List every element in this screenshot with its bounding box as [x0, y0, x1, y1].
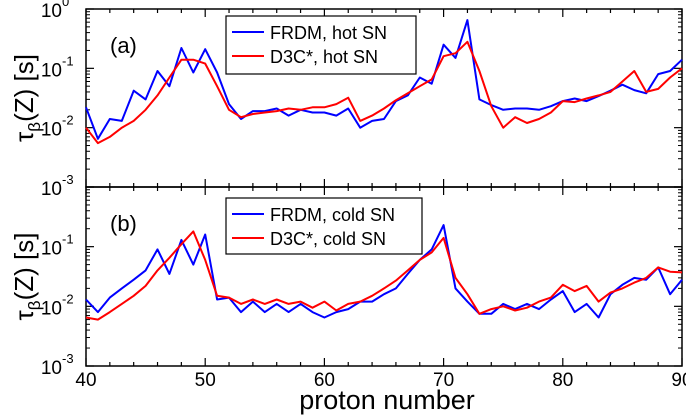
y-tick-label: 100	[41, 0, 69, 22]
y-tick-exponent: 0	[62, 0, 69, 9]
x-axis-label: proton number	[299, 385, 475, 415]
panel-label: (a)	[110, 33, 137, 58]
x-tick-label: 60	[314, 370, 335, 391]
legend-label: FRDM, hot SN	[270, 23, 387, 43]
y-axis-label-rest: (Z) [s]	[9, 54, 39, 122]
y-axis-label: τβ(Z) [s]	[9, 54, 44, 142]
series-line	[85, 230, 683, 321]
y-tick-exponent: -3	[62, 172, 74, 187]
y-tick-exponent: -2	[62, 291, 74, 306]
y-tick-label: 10-3	[41, 351, 74, 379]
y-tick-label: 10-1	[41, 232, 74, 260]
panel-a: 10-3 10-2 10-1 100 τβ(Z) [s] (a) FRDM, hot SN D…	[9, 0, 683, 200]
y-tick-exponent: -1	[62, 232, 74, 247]
x-tick-label: 80	[552, 370, 573, 391]
panel-b: 10-3 10-2 10-1τβ(Z) [s] (b) FRDM, cold SN D3C…	[9, 186, 686, 391]
x-tick-label: 90	[671, 370, 686, 391]
panel-label: (b)	[110, 211, 137, 236]
legend-label: D3C*, hot SN	[270, 47, 378, 67]
y-tick-label: 10-3	[41, 172, 74, 200]
series-line	[85, 40, 683, 145]
legend-box	[225, 197, 423, 255]
x-tick-label: 70	[433, 370, 454, 391]
y-tick-label: 10-2	[41, 113, 74, 141]
y-axis-label: τβ(Z) [s]	[9, 233, 44, 321]
y-tick-label: 10-1	[41, 53, 74, 81]
legend-label: FRDM, cold SN	[270, 205, 395, 225]
y-axis-label-sub: β	[25, 122, 44, 132]
legend-box	[225, 15, 417, 75]
y-tick-exponent: -3	[62, 351, 74, 366]
series-line	[85, 224, 683, 319]
y-tick-exponent: -2	[62, 113, 74, 128]
x-tick-label: 40	[75, 370, 96, 391]
y-tick-label: 10-2	[41, 291, 74, 319]
y-tick-exponent: -1	[62, 53, 74, 68]
x-tick-label: 50	[195, 370, 216, 391]
legend-label: D3C*, cold SN	[270, 229, 386, 249]
y-axis-label-sub: β	[25, 300, 44, 310]
y-axis-label-rest: (Z) [s]	[9, 233, 39, 301]
plot-frame	[85, 186, 683, 367]
